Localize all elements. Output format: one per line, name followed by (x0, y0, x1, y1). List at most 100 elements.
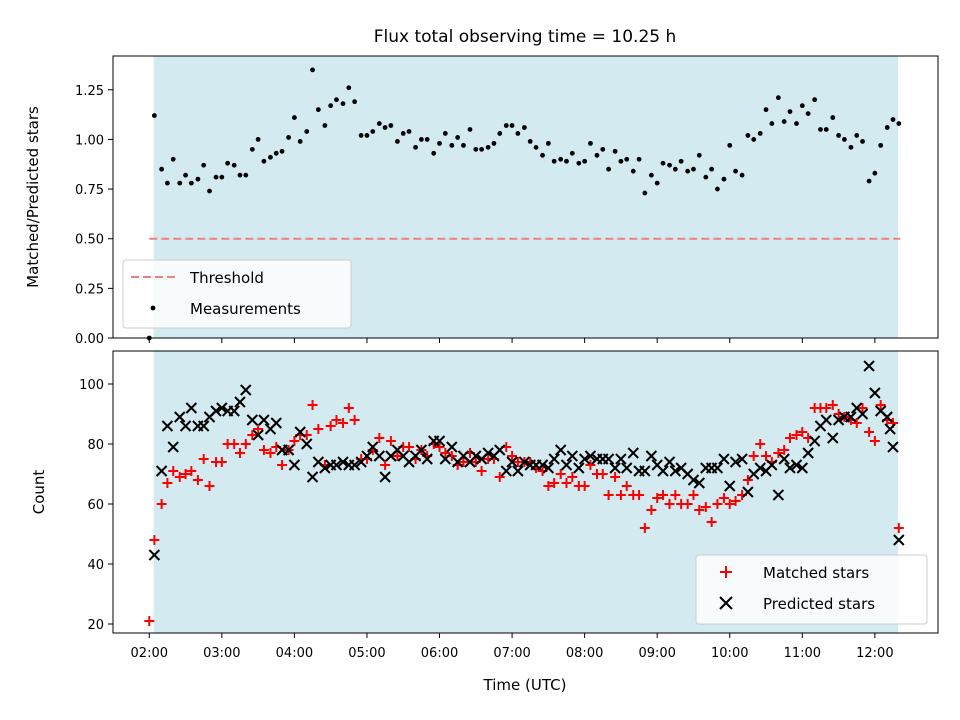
matched-star-point (603, 490, 614, 500)
measurement-point (527, 138, 533, 144)
matched-star-point (331, 415, 342, 425)
matched-star-point (621, 481, 632, 491)
matched-star-point (216, 457, 227, 467)
predicted-star-point (884, 423, 896, 435)
matched-star-point (682, 499, 693, 509)
measurement-point (775, 95, 781, 101)
bottom-marks (144, 360, 905, 626)
top-y-tick-label: 1.25 (75, 84, 104, 99)
predicted-star-point (246, 414, 259, 426)
matched-star-point (652, 493, 663, 503)
top-x-ticks (148, 338, 876, 343)
measurement-point (467, 127, 473, 132)
predicted-star-point (578, 453, 591, 465)
matched-star-point (658, 490, 668, 500)
matched-star-point (664, 499, 675, 509)
predicted-star-point (820, 414, 832, 426)
predicted-star-point (669, 465, 682, 477)
legend-predicted-label: Predicted stars (763, 595, 875, 613)
matched-star-point (700, 502, 711, 512)
bottom-x-axis-label: Time (UTC) (483, 676, 567, 694)
matched-star-point (748, 451, 759, 461)
measurement-point (678, 158, 684, 164)
measurement-point (569, 150, 575, 156)
measurement-point (866, 178, 872, 184)
measurement-point (310, 67, 315, 73)
predicted-star-point (548, 453, 560, 465)
bottom-y-tick-label: 20 (87, 618, 104, 633)
predicted-star-point (657, 465, 669, 477)
matched-star-point (229, 439, 240, 449)
predicted-star-point (518, 456, 531, 468)
measurement-point (273, 150, 279, 156)
predicted-star-point (439, 453, 452, 465)
measurement-point (370, 129, 376, 134)
matched-star-point (821, 403, 832, 413)
measurement-point (376, 121, 382, 126)
measurement-point (243, 172, 249, 178)
measurement-point (151, 113, 157, 118)
predicted-star-point (566, 450, 579, 462)
matched-star-point (385, 436, 396, 446)
predicted-star-point (542, 462, 555, 474)
bottom-y-axis-label: Count (30, 470, 48, 515)
measurement-point (648, 172, 654, 178)
matched-star-point (277, 460, 288, 470)
measurement-point (431, 150, 437, 156)
measurement-point (757, 131, 763, 136)
predicted-star-point (718, 453, 730, 465)
predicted-star-point (282, 444, 295, 456)
measurement-point (703, 174, 709, 180)
matched-star-point (507, 451, 518, 461)
predicted-star-point (869, 387, 881, 399)
measurement-point (322, 123, 328, 128)
predicted-star-point (319, 462, 331, 474)
measurement-point (733, 168, 738, 174)
measurement-point (461, 142, 466, 148)
measurement-point (406, 129, 412, 134)
predicted-star-point (772, 489, 785, 501)
bottom-x-ticks: 02:00 03:00 04:00 05:00 06:00 07:00 08:00 09:00… (131, 633, 894, 661)
predicted-star-point (234, 396, 246, 408)
measurement-point (291, 115, 297, 120)
measurement-point (667, 162, 672, 168)
measurement-point (485, 144, 491, 150)
predicted-star-point (470, 450, 482, 462)
predicted-star-point (687, 474, 700, 486)
measurement-point (576, 160, 582, 166)
x-tick-label: 11:00 (784, 646, 821, 661)
measurement-point (170, 156, 176, 162)
matched-star-point (670, 490, 681, 500)
measurement-point (358, 133, 364, 138)
measurement-point (715, 186, 720, 192)
predicted-star-point (796, 462, 809, 474)
measurement-point (769, 121, 775, 126)
matched-star-point (773, 448, 784, 458)
x-tick-label: 08:00 (566, 646, 603, 661)
measurement-point (896, 121, 902, 126)
predicted-star-point (693, 477, 705, 489)
predicted-star-point (893, 534, 905, 546)
measurement-point (304, 129, 310, 134)
measurement-point (618, 158, 624, 164)
measurement-point (207, 188, 212, 194)
predicted-star-point (602, 453, 615, 465)
matched-star-point (549, 478, 560, 488)
measurement-point (691, 166, 696, 172)
predicted-star-point (179, 420, 192, 432)
matched-star-point (234, 448, 245, 458)
measurement-point (442, 131, 448, 136)
measurement-point (721, 176, 727, 182)
predicted-star-point (754, 462, 766, 474)
predicted-star-point (808, 435, 821, 447)
chart-title: Flux total observing time = 10.25 h (374, 27, 677, 47)
matched-star-point (162, 478, 173, 488)
matched-star-point (349, 415, 360, 425)
predicted-star-point (627, 447, 639, 459)
matched-star-point (615, 490, 626, 500)
predicted-star-point (560, 459, 573, 471)
matched-star-point (755, 439, 766, 449)
measurement-point (878, 142, 884, 148)
legend-matched-swatch (720, 566, 732, 578)
